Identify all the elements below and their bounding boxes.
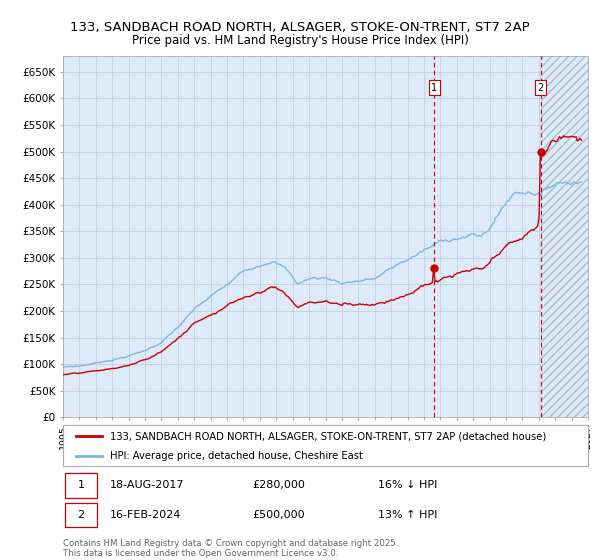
Text: 18-AUG-2017: 18-AUG-2017 <box>110 480 185 491</box>
Bar <box>541 56 588 417</box>
FancyBboxPatch shape <box>65 503 97 527</box>
Text: 2: 2 <box>538 83 544 93</box>
Text: 2: 2 <box>77 510 85 520</box>
Text: 13% ↑ HPI: 13% ↑ HPI <box>378 510 437 520</box>
Text: Price paid vs. HM Land Registry's House Price Index (HPI): Price paid vs. HM Land Registry's House … <box>131 34 469 46</box>
Text: £280,000: £280,000 <box>252 480 305 491</box>
Text: 16% ↓ HPI: 16% ↓ HPI <box>378 480 437 491</box>
Text: 16-FEB-2024: 16-FEB-2024 <box>110 510 182 520</box>
Text: HPI: Average price, detached house, Cheshire East: HPI: Average price, detached house, Ches… <box>110 451 363 461</box>
Text: Contains HM Land Registry data © Crown copyright and database right 2025.
This d: Contains HM Land Registry data © Crown c… <box>63 539 398 558</box>
Text: 1: 1 <box>431 83 437 93</box>
Text: £500,000: £500,000 <box>252 510 305 520</box>
Text: 1: 1 <box>77 480 85 491</box>
FancyBboxPatch shape <box>65 473 97 498</box>
Text: 133, SANDBACH ROAD NORTH, ALSAGER, STOKE-ON-TRENT, ST7 2AP: 133, SANDBACH ROAD NORTH, ALSAGER, STOKE… <box>70 21 530 34</box>
Text: 133, SANDBACH ROAD NORTH, ALSAGER, STOKE-ON-TRENT, ST7 2AP (detached house): 133, SANDBACH ROAD NORTH, ALSAGER, STOKE… <box>110 432 547 441</box>
